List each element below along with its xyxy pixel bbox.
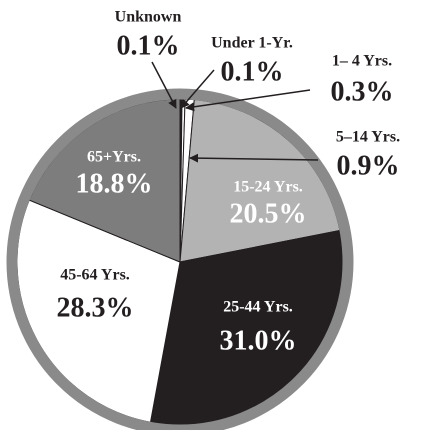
leader-arrow — [180, 69, 215, 109]
leader-arrow — [185, 89, 311, 112]
leader-arrow — [189, 153, 319, 163]
slice-name: 45-64 Yrs. — [60, 267, 130, 284]
pie-rim — [6, 88, 354, 430]
slice-value-label: 0.1% — [221, 56, 284, 87]
slice-value-label: 20.5% — [230, 198, 307, 229]
slice-value-label: 0.9% — [337, 150, 400, 181]
slice-name: 5–14 Yrs. — [336, 129, 400, 146]
slice-name: 65+Yrs. — [87, 149, 141, 166]
slice-name: Unknown — [115, 9, 182, 26]
slice-value-label: 28.3% — [57, 292, 134, 323]
slice-value-label: 0.1% — [117, 30, 180, 61]
slice-value-label: 31.0% — [220, 325, 297, 356]
slice-value-label: 18.8% — [76, 168, 153, 199]
leader-arrow — [151, 61, 177, 109]
slice-value-label: 0.3% — [331, 76, 394, 107]
slice-name: 15-24 Yrs. — [233, 179, 303, 196]
slice-name: 25-44 Yrs. — [223, 299, 293, 316]
slice-name: 1– 4 Yrs. — [332, 53, 392, 70]
slice-name: Under 1-Yr. — [211, 35, 293, 52]
